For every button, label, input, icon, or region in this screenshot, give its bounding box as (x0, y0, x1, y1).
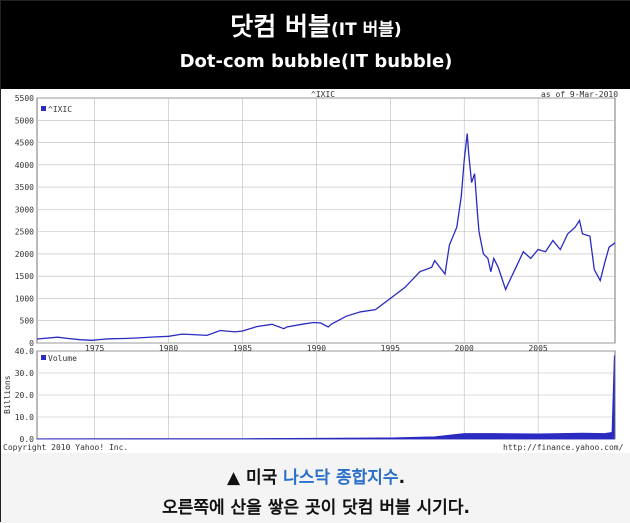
volume-series (36, 355, 615, 440)
volume-y-tick-label: 40.0 (15, 347, 34, 356)
x-tick-label: 1995 (381, 344, 400, 353)
caption-line-1: ▲ 미국 나스닥 종합지수. (226, 468, 406, 488)
price-y-tick-label: 1500 (15, 272, 34, 281)
price-y-tick-label: 2000 (15, 250, 34, 259)
price-y-tick-label: 5500 (15, 94, 34, 103)
volume-y-tick-label: 30.0 (15, 369, 34, 378)
source-url: http://finance.yahoo.com/ (503, 443, 624, 452)
price-y-tick-label: 1000 (15, 294, 34, 303)
price-y-tick-label: 4000 (15, 161, 34, 170)
x-tick-label: 1975 (85, 344, 104, 353)
x-tick-label: 1990 (307, 344, 326, 353)
price-panel (36, 97, 616, 344)
x-tick-label: 2000 (455, 344, 474, 353)
price-y-tick-label: 2500 (15, 228, 34, 237)
caption: ▲ 미국 나스닥 종합지수. 오른쪽에 산을 쌓은 곳이 닷컴 버블 시기다. (1, 453, 630, 523)
price-legend-label: ^IXIC (48, 105, 72, 114)
price-legend-swatch (41, 106, 46, 111)
volume-legend-label: Volume (48, 354, 77, 363)
as-of-date: as of 9-Mar-2010 (541, 90, 618, 99)
main-title: 닷컴 버블(IT 버블) (230, 12, 402, 41)
price-y-tick-label: 3000 (15, 205, 34, 214)
title-banner: 닷컴 버블(IT 버블) Dot-com bubble(IT bubble) (1, 1, 630, 89)
price-y-tick-label: 5000 (15, 116, 34, 125)
price-series (36, 133, 616, 341)
x-tick-label: 1980 (159, 344, 178, 353)
volume-y-label: Billions (3, 375, 12, 414)
copyright: Copyright 2010 Yahoo! Inc. (3, 443, 128, 452)
price-y-tick-label: 0 (29, 339, 34, 348)
volume-area (36, 355, 615, 440)
volume-y-tick-label: 0.0 (20, 435, 35, 444)
nasdaq-chart: 0 500 1000 1500 2000 2500 3000 3500 4000 4500 5000… (1, 89, 630, 453)
caption-highlight: 나스닥 종합지수 (283, 468, 399, 488)
ixic-price-line (36, 133, 616, 341)
title-paren: (IT 버블) (331, 20, 402, 40)
volume-y-tick-label: 10.0 (15, 413, 34, 422)
axis-labels: 0 500 1000 1500 2000 2500 3000 3500 4000 4500 5000… (15, 94, 548, 444)
chart-title: ^IXIC (311, 90, 335, 99)
x-tick-label: 1985 (233, 344, 252, 353)
caption-line-2: 오른쪽에 산을 쌓은 곳이 닷컴 버블 시기다. (162, 498, 470, 518)
x-tick-label: 2005 (528, 344, 547, 353)
price-grid (37, 97, 615, 344)
chart-svg: 0 500 1000 1500 2000 2500 3000 3500 4000 4500 5000… (3, 90, 624, 452)
price-y-tick-label: 3500 (15, 183, 34, 192)
volume-legend-swatch (41, 355, 46, 360)
subtitle: Dot-com bubble(IT bubble) (179, 51, 453, 72)
volume-y-tick-label: 20.0 (15, 391, 34, 400)
price-y-tick-label: 500 (20, 317, 35, 326)
price-y-tick-label: 4500 (15, 139, 34, 148)
